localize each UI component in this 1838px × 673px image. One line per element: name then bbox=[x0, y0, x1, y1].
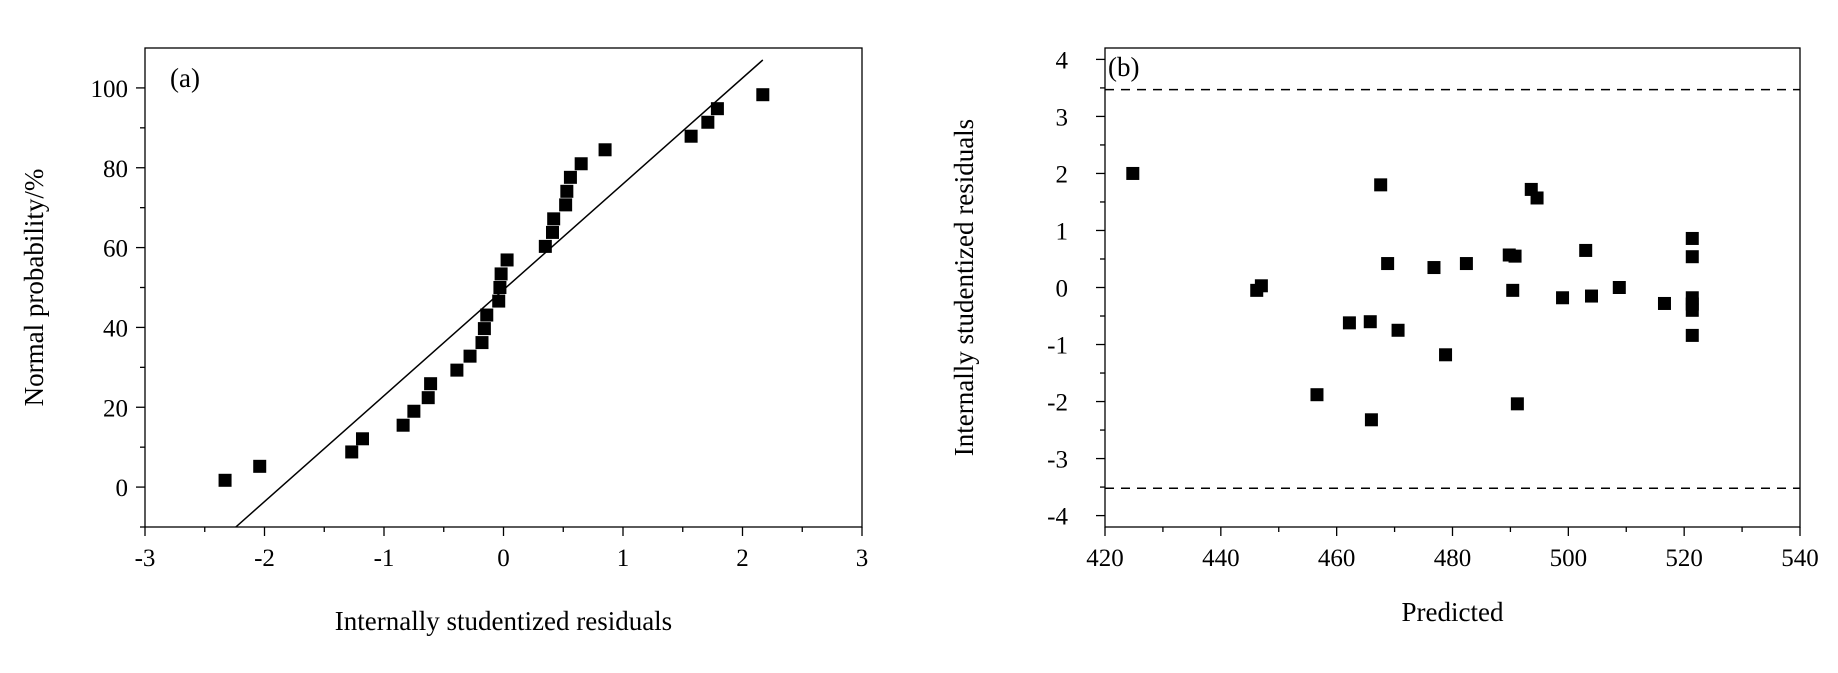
x-tick-label: 460 bbox=[1318, 545, 1356, 572]
x-tick-label: 0 bbox=[497, 545, 510, 572]
data-point bbox=[559, 198, 573, 212]
data-point bbox=[574, 157, 588, 171]
data-point bbox=[493, 281, 507, 294]
y-tick-label: -4 bbox=[1047, 504, 1068, 531]
x-axis-label: Predicted bbox=[1402, 597, 1504, 627]
y-tick-label: -2 bbox=[1047, 390, 1068, 417]
data-point bbox=[1374, 178, 1388, 192]
data-point bbox=[1391, 323, 1405, 337]
data-point bbox=[421, 391, 435, 405]
data-point bbox=[545, 225, 559, 239]
x-tick-label: 540 bbox=[1781, 545, 1819, 572]
data-point bbox=[1685, 303, 1699, 317]
data-point bbox=[477, 322, 491, 336]
data-point bbox=[563, 170, 577, 184]
data-point bbox=[1585, 289, 1598, 303]
data-point bbox=[547, 212, 561, 226]
data-point bbox=[1657, 296, 1671, 310]
data-point bbox=[218, 473, 232, 487]
panel-a: -3 -2 -1 0 1 2 3 0 20 40 60 80 100 Internally student… bbox=[19, 47, 869, 636]
panel-b: 420 440 460 480 500 520 540 -4 -3 -2 -1 0 1 2 3 4 Predic… bbox=[949, 47, 1819, 627]
data-point bbox=[463, 349, 477, 363]
data-point bbox=[1556, 291, 1570, 305]
y-tick-label: -3 bbox=[1047, 447, 1068, 474]
y-tick-label: 40 bbox=[103, 315, 128, 342]
y-tick-label: 4 bbox=[1056, 47, 1069, 74]
panel-label: (b) bbox=[1108, 52, 1139, 82]
data-point bbox=[480, 308, 494, 322]
x-tick-label: 2 bbox=[736, 545, 749, 572]
data-point bbox=[560, 184, 574, 198]
x-tick-label: 520 bbox=[1665, 545, 1703, 572]
data-point bbox=[355, 432, 369, 446]
data-point bbox=[538, 239, 552, 253]
y-tick-label: 80 bbox=[103, 156, 128, 183]
data-point bbox=[1427, 261, 1441, 275]
x-tick-label: 480 bbox=[1434, 545, 1472, 572]
y-axis-label: Internally studentized residuals bbox=[949, 119, 979, 456]
data-point bbox=[475, 336, 489, 350]
x-axis-label: Internally studentized residuals bbox=[335, 606, 672, 636]
data-point bbox=[1459, 257, 1473, 271]
x-tick-label: -3 bbox=[135, 545, 156, 572]
data-point bbox=[345, 445, 359, 459]
data-point bbox=[1685, 250, 1699, 264]
data-point bbox=[1612, 281, 1626, 294]
x-tick-label: 500 bbox=[1550, 545, 1588, 572]
data-point bbox=[1364, 413, 1378, 427]
data-point bbox=[1363, 315, 1377, 329]
data-layer bbox=[1105, 88, 1800, 489]
x-tick-label: -2 bbox=[254, 545, 275, 572]
data-point bbox=[1579, 243, 1593, 257]
data-layer bbox=[218, 59, 770, 527]
data-point bbox=[598, 143, 612, 157]
data-point bbox=[494, 267, 508, 281]
data-point bbox=[1254, 279, 1268, 293]
data-point bbox=[1381, 257, 1395, 271]
y-tick-label: -1 bbox=[1047, 333, 1068, 360]
x-tick-label: 3 bbox=[856, 545, 869, 572]
data-point bbox=[396, 418, 410, 432]
y-tick-label: 100 bbox=[91, 76, 129, 103]
x-tick-label: -1 bbox=[374, 545, 395, 572]
y-tick-label: 20 bbox=[103, 395, 128, 422]
data-point bbox=[407, 404, 421, 418]
plot-frame bbox=[1104, 47, 1801, 528]
y-tick-label: 60 bbox=[103, 236, 128, 263]
y-tick-label: 1 bbox=[1056, 218, 1069, 245]
y-tick-label: 0 bbox=[1056, 276, 1069, 303]
data-point bbox=[1506, 283, 1520, 297]
data-point bbox=[450, 363, 464, 377]
y-tick-label: 0 bbox=[116, 475, 129, 502]
data-point bbox=[1439, 348, 1453, 362]
data-point bbox=[492, 294, 506, 308]
data-point bbox=[1685, 231, 1699, 245]
x-tick-label: 420 bbox=[1086, 545, 1124, 572]
y-tick-label: 2 bbox=[1056, 161, 1069, 188]
x-tick-label: 440 bbox=[1202, 545, 1240, 572]
y-axis-label: Normal probability/% bbox=[19, 169, 49, 407]
data-point bbox=[424, 377, 438, 391]
data-point bbox=[1310, 388, 1324, 402]
data-point bbox=[1510, 397, 1524, 411]
data-point bbox=[1685, 328, 1699, 342]
data-point bbox=[756, 88, 770, 102]
data-point bbox=[1530, 191, 1544, 205]
panel-label: (a) bbox=[170, 63, 200, 93]
data-point bbox=[1342, 316, 1356, 330]
data-point bbox=[1126, 166, 1140, 180]
data-point bbox=[710, 102, 724, 116]
data-point bbox=[253, 459, 267, 473]
data-point bbox=[701, 115, 715, 129]
y-tick-label: 3 bbox=[1056, 104, 1069, 131]
data-point bbox=[500, 253, 514, 267]
x-tick-label: 1 bbox=[617, 545, 630, 572]
data-point bbox=[1508, 249, 1522, 263]
data-point bbox=[684, 129, 698, 143]
